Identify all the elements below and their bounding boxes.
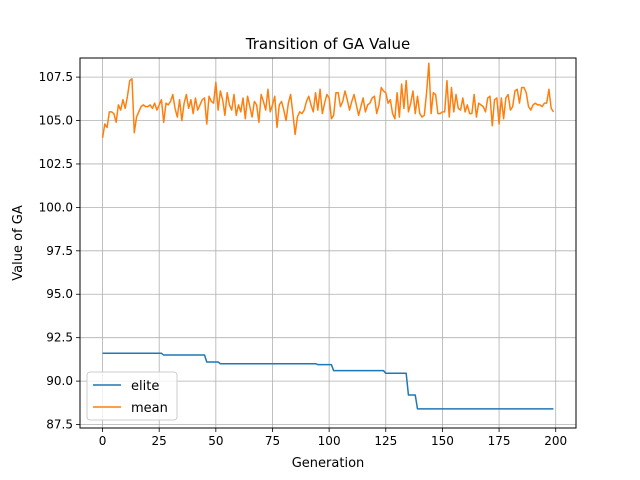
x-tick-label: 150 <box>431 434 454 448</box>
plot-frame <box>79 57 577 429</box>
chart-title: Transition of GA Value <box>245 35 410 53</box>
series-line-elite <box>102 352 554 410</box>
y-tick-label: 90.0 <box>46 374 73 388</box>
y-tick-label: 107.5 <box>39 70 73 84</box>
y-tick-label: 105.0 <box>39 114 73 128</box>
x-tick-label: 125 <box>374 434 397 448</box>
x-tick-label: 100 <box>318 434 341 448</box>
x-tick-label: 50 <box>208 434 223 448</box>
x-axis-label: Generation <box>292 456 365 471</box>
y-tick-label: 95.0 <box>46 287 73 301</box>
y-axis-label: Value of GA <box>11 205 26 281</box>
y-axis: 87.5 90.0 92.5 95.0 97.5 100.0 102.5 105.0 107.5 <box>39 70 80 432</box>
x-tick-label: 200 <box>544 434 567 448</box>
x-tick-label: 75 <box>265 434 280 448</box>
y-tick-label: 97.5 <box>46 244 73 258</box>
x-axis: 0 25 50 75 100 125 150 175 200 <box>99 428 567 448</box>
x-tick-label: 25 <box>152 434 167 448</box>
y-tick-label: 92.5 <box>46 331 73 345</box>
legend-label-elite: elite <box>131 379 159 394</box>
legend-box <box>86 371 178 421</box>
y-tick-label: 87.5 <box>46 418 73 432</box>
x-tick-label: 175 <box>488 434 511 448</box>
legend: elite mean <box>86 371 178 421</box>
x-tick-label: 0 <box>99 434 107 448</box>
series-layer <box>101 62 555 410</box>
series-line-mean <box>101 62 555 139</box>
y-tick-label: 102.5 <box>39 157 73 171</box>
legend-label-mean: mean <box>131 401 168 416</box>
y-tick-label: 100.0 <box>39 200 73 214</box>
